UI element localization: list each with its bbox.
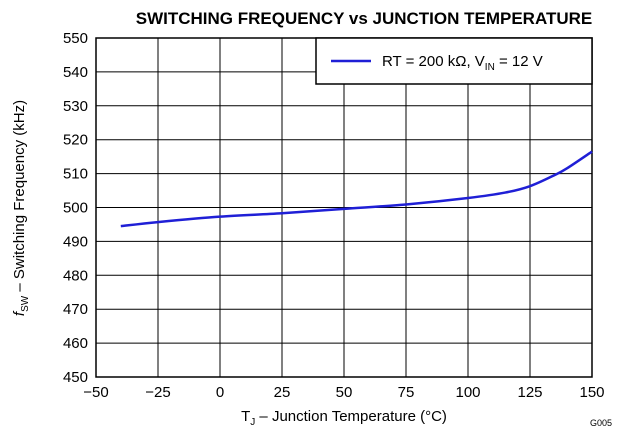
series-line (120, 150, 593, 228)
legend: RT = 200 kΩ, VIN = 12 V (315, 37, 593, 85)
x-axis-label: TJ – Junction Temperature (°C) (241, 408, 447, 428)
y-tick-label: 450 (63, 369, 88, 386)
y-tick-label: 470 (63, 301, 88, 318)
y-tick-label: 530 (63, 98, 88, 115)
y-tick-label: 520 (63, 132, 88, 149)
x-tick-labels: −50 −25 0 25 50 75 100 125 150 (83, 384, 604, 401)
x-tick-label: −50 (83, 384, 108, 401)
x-tick-label: 25 (274, 384, 291, 401)
grid (95, 37, 593, 378)
x-tick-label: 0 (216, 384, 224, 401)
series-layer (120, 150, 593, 228)
x-tick-label: 125 (517, 384, 542, 401)
y-tick-label: 540 (63, 64, 88, 81)
y-tick-label: 460 (63, 335, 88, 352)
x-tick-label: 75 (398, 384, 415, 401)
x-tick-label: −25 (145, 384, 170, 401)
x-tick-label: 100 (455, 384, 480, 401)
y-tick-label: 490 (63, 233, 88, 250)
legend-label: RT = 200 kΩ, VIN = 12 V (382, 53, 543, 73)
x-tick-label: 50 (336, 384, 353, 401)
y-tick-label: 500 (63, 200, 88, 217)
chart-title: SWITCHING FREQUENCY vs JUNCTION TEMPERAT… (136, 9, 593, 28)
y-tick-labels: 450 460 470 480 490 500 510 520 530 540 550 (63, 30, 88, 386)
figure-code: G005 (590, 418, 612, 428)
y-tick-label: 480 (63, 267, 88, 284)
y-tick-label: 550 (63, 30, 88, 47)
y-axis-label: fSW – Switching Frequency (kHz) (11, 100, 31, 316)
x-tick-label: 150 (579, 384, 604, 401)
y-tick-label: 510 (63, 166, 88, 183)
